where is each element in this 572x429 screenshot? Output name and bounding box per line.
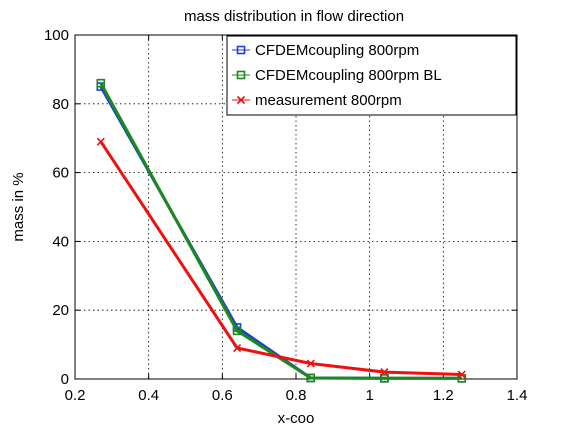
legend-box xyxy=(226,35,517,116)
chart-title: mass distribution in flow direction xyxy=(184,8,404,25)
data-point-series-3-stroke xyxy=(233,343,242,353)
legend-marker-2 xyxy=(236,70,246,80)
data-point-series-3-stroke xyxy=(457,370,466,379)
y-axis-title: mass in % xyxy=(10,172,27,241)
data-point-series-3 xyxy=(233,343,242,353)
data-point-series-3 xyxy=(457,370,466,379)
series-lines xyxy=(96,78,467,383)
legend-marker-3-stroke xyxy=(236,95,246,105)
y-tick-label: 60 xyxy=(52,165,69,182)
x-tick-label: 1.4 xyxy=(507,387,528,404)
legend-label-1: CFDEMcoupling 800rpm xyxy=(255,42,419,59)
x-tick-label: 0.6 xyxy=(212,387,233,404)
series-line-2 xyxy=(99,82,462,380)
data-point-series-2 xyxy=(306,373,316,383)
data-point-series-3 xyxy=(96,137,105,146)
y-tick-label: 40 xyxy=(52,233,69,250)
legend-label-3: measurement 800rpm xyxy=(255,92,402,109)
data-point-series-3-stroke xyxy=(380,368,389,377)
legend-marker-1 xyxy=(236,45,246,55)
y-tick-label: 100 xyxy=(44,27,69,44)
x-tick-label: 0.8 xyxy=(286,387,307,404)
y-tick-label: 80 xyxy=(52,96,69,113)
y-tick-label: 0 xyxy=(61,371,69,388)
data-point-series-2 xyxy=(380,374,389,383)
axis-ticks: 0.2 0.4 0.6 0.8 1 1.2 1.4 0 20 40 60 80 100 xyxy=(44,27,527,404)
legend: CFDEMcoupling 800rpm CFDEMcoupling 800rpm… xyxy=(226,35,517,116)
legend-marker-3 xyxy=(236,95,246,105)
data-point-series-2 xyxy=(232,326,242,336)
data-point-series-3-stroke xyxy=(96,137,105,146)
data-point-series-2 xyxy=(96,78,106,88)
data-point-series-3-stroke xyxy=(306,359,315,368)
x-tick-label: 1 xyxy=(365,387,373,404)
x-axis-title: x-coo xyxy=(278,410,315,427)
x-tick-label: 1.2 xyxy=(433,387,454,404)
data-point-series-3 xyxy=(380,368,389,377)
x-tick-label: 0.2 xyxy=(65,387,86,404)
y-tick-label: 20 xyxy=(52,302,69,319)
data-point-series-3 xyxy=(306,359,315,368)
legend-label-2: CFDEMcoupling 800rpm BL xyxy=(255,67,442,84)
x-tick-label: 0.4 xyxy=(138,387,159,404)
